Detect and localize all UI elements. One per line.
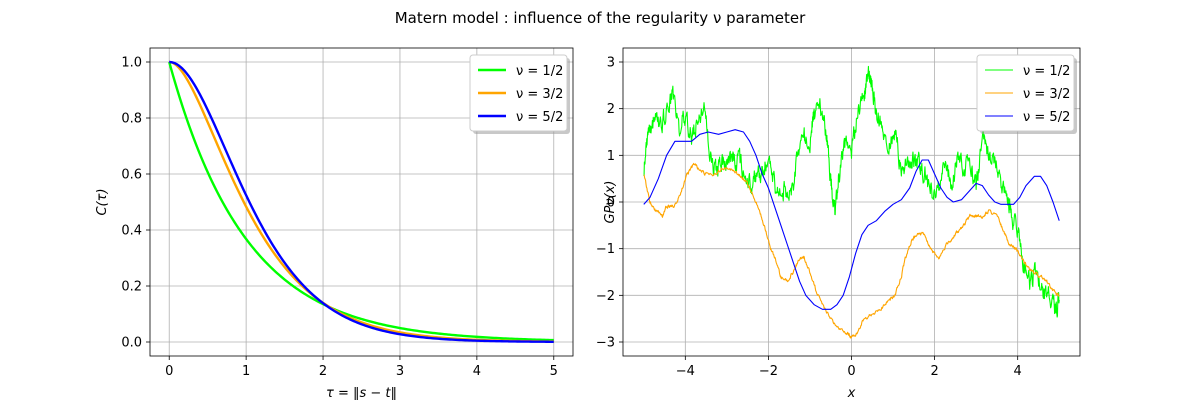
x-tick-label: 0 <box>847 364 855 379</box>
y-tick-label: −1 <box>596 242 615 257</box>
y-tick-label: 0.4 <box>121 224 142 239</box>
x-tick-label: 2 <box>930 364 938 379</box>
y-tick-label: 0.8 <box>121 112 142 127</box>
legend-label: ν = 5/2 <box>1023 110 1070 125</box>
series-group <box>643 65 1060 339</box>
series-line <box>643 129 1060 310</box>
y-tick-label: 0.6 <box>121 168 142 183</box>
y-axis-label: C(τ) <box>95 188 110 215</box>
legend-label: ν = 3/2 <box>1023 87 1070 102</box>
legend-label: ν = 5/2 <box>516 110 563 125</box>
series-group <box>168 60 554 343</box>
series-line <box>168 61 554 342</box>
x-tick-label: 0 <box>165 364 173 379</box>
y-tick-label: −3 <box>596 336 615 351</box>
x-axis-label: x <box>847 386 856 400</box>
legend-box <box>976 54 1075 132</box>
y-axis-label: GPν(x) <box>603 180 618 223</box>
legend: ν = 1/2 ν = 3/2 ν = 5/2 <box>976 54 1077 134</box>
y-tick-label: 0 <box>607 196 615 211</box>
series-line <box>169 60 554 343</box>
x-tick-label: 3 <box>396 364 404 379</box>
series-line <box>643 162 1060 339</box>
x-tick-label: 2 <box>319 364 327 379</box>
y-tick-label: 2 <box>607 102 615 117</box>
x-tick-label: 4 <box>473 364 481 379</box>
x-tick-label: −4 <box>676 364 695 379</box>
legend-label: ν = 1/2 <box>516 64 563 79</box>
figure-title: Matern model : influence of the regulari… <box>395 9 806 27</box>
y-tick-label: 0.2 <box>121 280 142 295</box>
x-axis-label: τ = ‖s − t‖ <box>326 386 397 400</box>
x-tick-label: 1 <box>242 364 250 379</box>
series-line <box>643 65 1060 318</box>
x-tick-label: −2 <box>759 364 778 379</box>
x-tick-label: 5 <box>550 364 558 379</box>
legend: ν = 1/2 ν = 3/2 ν = 5/2 <box>469 54 570 134</box>
y-tick-label: 1.0 <box>121 56 142 71</box>
y-tick-label: 3 <box>607 56 615 71</box>
legend-label: ν = 3/2 <box>516 87 563 102</box>
legend-box <box>469 54 568 132</box>
axes-frame <box>149 47 574 357</box>
y-tick-label: −2 <box>596 289 615 304</box>
covariance-plot: 0 1 2 3 4 5 0.0 0.2 0.4 0.6 0.8 1.0 τ = ‖s − t‖ C(τ) ν… <box>95 47 574 401</box>
x-tick-label: 4 <box>1014 364 1022 379</box>
legend-label: ν = 1/2 <box>1023 64 1070 79</box>
y-tick-label: 1 <box>607 149 615 164</box>
y-tick-label: 0.0 <box>121 336 142 351</box>
